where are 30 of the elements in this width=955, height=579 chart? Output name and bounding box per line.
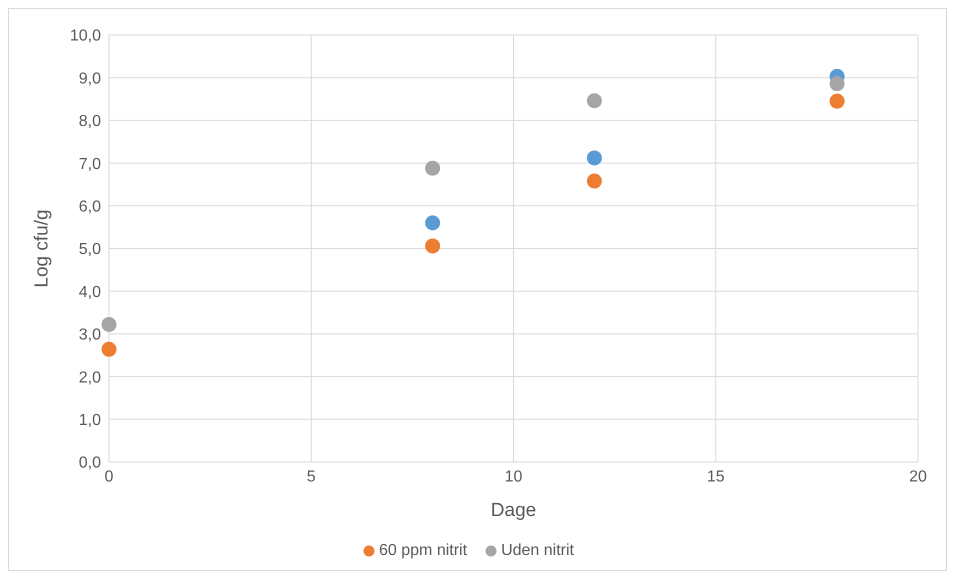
y-tick-label: 4,0 (78, 284, 102, 301)
point (102, 342, 116, 357)
x-axis-title: Dage (490, 500, 536, 521)
y-tick-label: 8,0 (78, 113, 102, 130)
x-tick-label: 0 (104, 468, 114, 486)
y-tick-label: 7,0 (78, 156, 102, 173)
y-tick-label: 3,0 (78, 326, 102, 344)
point (586, 93, 602, 108)
y-axis-title: Log cfu/g (32, 209, 53, 288)
point (586, 150, 602, 166)
point (830, 94, 845, 109)
x-tick-label: 5 (306, 468, 316, 486)
y-tick-label: 6,0 (78, 198, 102, 216)
y-tick-label: 0,0 (78, 454, 102, 472)
point (586, 174, 602, 189)
y-tick-label: 9,0 (78, 70, 102, 88)
y-tick-label: 5,0 (78, 241, 102, 258)
point (425, 215, 440, 230)
legend-label: 60 ppm nitrit (378, 542, 468, 560)
point (830, 76, 845, 92)
x-tick-label: 10 (504, 468, 522, 486)
y-tick-label: 1,0 (78, 412, 102, 429)
x-tick-label: 20 (909, 468, 927, 486)
y-tick-label: 10,0 (70, 28, 102, 45)
point (102, 317, 116, 332)
legend-label: Uden nitrit (500, 542, 574, 560)
point (425, 160, 440, 176)
y-tick-label: 2,0 (78, 369, 102, 386)
x-tick-label: 15 (706, 468, 725, 486)
point (425, 238, 440, 254)
